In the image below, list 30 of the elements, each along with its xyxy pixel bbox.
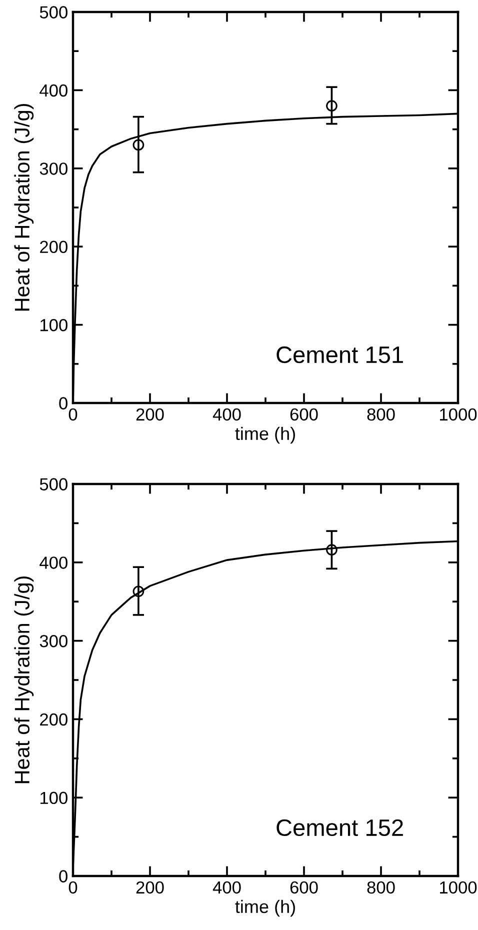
y-tick-label: 0 (59, 870, 68, 882)
x-tick-label: 1000 (440, 881, 477, 894)
x-axis-title: time (h) (235, 900, 295, 917)
y-tick-label: 300 (40, 162, 68, 175)
y-tick-label: 500 (40, 6, 68, 18)
x-tick-label: 200 (136, 881, 164, 894)
x-tick-label: 600 (290, 881, 318, 894)
x-tick-label: 600 (290, 408, 318, 421)
x-tick-label: 0 (68, 881, 78, 894)
x-tick-label: 400 (212, 408, 241, 421)
y-tick-label: 0 (59, 397, 68, 410)
y-tick-label: 100 (40, 318, 68, 332)
y-axis-title: Heat of Hydration (J/g) (14, 576, 34, 784)
y-tick-label: 300 (40, 634, 68, 648)
x-tick-label: 400 (212, 881, 241, 894)
x-axis-title: time (h) (235, 426, 295, 444)
y-tick-label: 400 (40, 556, 68, 569)
y-tick-label: 200 (40, 240, 68, 254)
annotation: Cement 151 (276, 346, 403, 364)
y-tick-label: 200 (40, 713, 68, 726)
x-tick-label: 1000 (440, 408, 477, 421)
x-tick-label: 200 (136, 408, 164, 421)
x-tick-label: 800 (367, 408, 395, 421)
x-tick-label: 0 (68, 408, 78, 421)
x-tick-label: 800 (367, 881, 395, 894)
annotation: Cement 152 (276, 819, 403, 836)
y-tick-label: 400 (40, 84, 68, 97)
y-tick-label: 100 (40, 792, 68, 804)
y-tick-label: 500 (40, 478, 68, 490)
y-axis-title: Heat of Hydration (J/g) (14, 104, 34, 311)
